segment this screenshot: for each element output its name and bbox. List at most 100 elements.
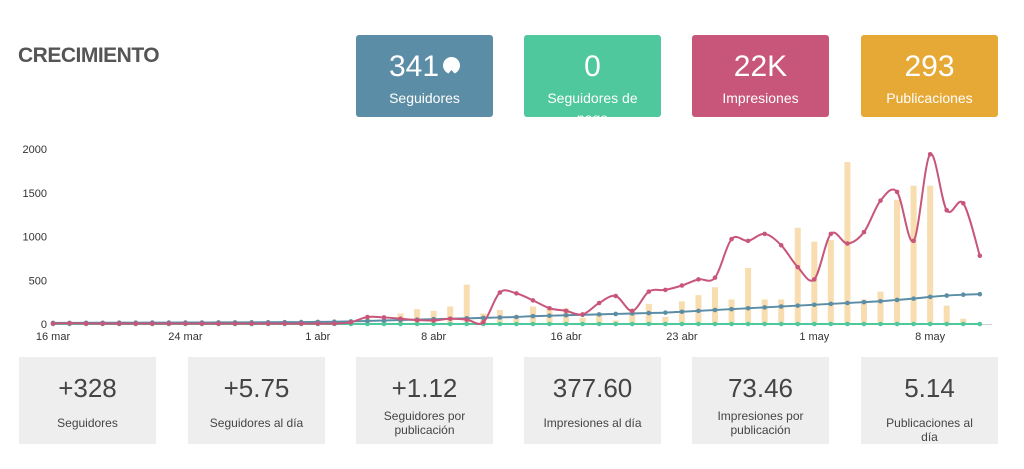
x-tick-label: 1 may [799,331,829,343]
bar-publicaciones [728,299,735,324]
bar-publicaciones [414,309,421,324]
stat-label: Impresiones al día [543,416,642,430]
card-value: 22K [733,50,788,83]
point-impresiones [828,231,834,237]
point-impresiones [332,321,337,326]
stat-seguidores-dia: +5.75 Seguidores al día [188,357,325,444]
point-seguidores [679,309,685,315]
point-impresiones [100,321,105,326]
arrow-up-circle-icon [443,56,461,79]
point-impresiones [133,321,139,326]
card-seguidores[interactable]: 341 Seguidores [356,35,493,117]
bar-publicaciones [778,299,785,324]
point-seguidores [530,313,536,319]
stat-value: +5.75 [223,373,290,403]
point-impresiones [481,319,486,325]
point-seguidores [778,304,784,309]
point-impresiones [232,321,238,326]
card-impresiones[interactable]: 22K Impresiones [692,35,829,117]
point-impresiones [745,238,751,244]
point-seguidores [596,312,602,317]
bar-publicaciones [827,240,834,324]
bar-publicaciones [712,287,718,324]
point-impresiones [960,200,966,206]
point-impresiones [50,321,56,326]
point-seguidores_pago [960,321,966,327]
point-seguidores [481,315,486,321]
x-tick-label: 24 mar [168,331,203,343]
point-seguidores [547,313,552,318]
x-tick-label: 8 may [915,331,945,343]
bar-publicaciones [463,284,470,324]
point-impresiones [894,189,900,195]
point-impresiones [712,275,718,280]
card-value: 293 [904,50,955,83]
point-seguidores [613,311,618,317]
point-seguidores [696,308,701,314]
bar-publicaciones [910,185,917,324]
point-seguidores [894,297,900,303]
y-tick-label: 2000 [23,144,47,156]
point-impresiones [696,277,701,282]
point-seguidores [745,305,751,311]
point-impresiones [514,291,519,296]
point-seguidores_pago [447,321,453,327]
bar-publicaciones [447,306,454,324]
x-tick-label: 23 abr [666,331,698,343]
point-seguidores_pago [580,321,585,327]
point-seguidores_pago [596,321,602,327]
point-seguidores [563,312,569,318]
stat-seguidores-publicacion: +1.12 Seguidores por publicación [356,357,493,444]
card-seguidores-pago[interactable]: 0 Seguidores de pago [524,35,661,126]
point-impresiones [199,321,205,326]
point-seguidores [497,315,503,320]
stat-value: 73.46 [727,373,794,403]
point-seguidores_pago [845,321,850,327]
point-seguidores_pago [530,321,536,327]
point-impresiones [629,308,635,314]
point-impresiones [398,316,403,322]
x-tick-label: 16 mar [36,331,71,343]
card-label: Seguidores de pago [547,90,638,126]
point-seguidores_pago [927,321,933,327]
x-tick-label: 8 abr [421,331,446,343]
point-seguidores_pago [414,321,420,327]
point-seguidores_pago [778,321,784,327]
card-value: 341 [356,50,493,84]
point-seguidores [861,299,867,305]
point-impresiones [596,300,602,306]
point-impresiones [348,319,354,325]
point-seguidores_pago [646,321,652,327]
point-seguidores_pago [894,321,900,327]
stat-impresiones-publicacion: 73.46 Impresiones por publicación [692,357,829,444]
point-impresiones [663,287,668,293]
point-seguidores_pago [812,321,817,327]
point-seguidores [878,298,883,304]
bar-publicaciones [629,309,636,324]
point-seguidores_pago [398,321,403,327]
bar-publicaciones [877,291,884,324]
point-impresiones [845,241,850,246]
point-impresiones [878,198,883,203]
point-seguidores [911,296,916,301]
card-value: 0 [584,50,601,83]
point-seguidores_pago [563,321,569,327]
point-impresiones [911,238,916,244]
point-impresiones [249,321,254,326]
bar-publicaciones [794,227,801,324]
stat-value: +328 [58,373,117,403]
card-publicaciones[interactable]: 293 Publicaciones [861,35,998,117]
point-seguidores [729,306,734,312]
point-impresiones [497,290,503,295]
point-seguidores_pago [679,321,685,327]
point-impresiones [150,321,155,326]
point-seguidores_pago [828,321,834,327]
point-impresiones [530,298,536,303]
point-impresiones [431,318,436,323]
point-seguidores_pago [629,321,635,327]
point-impresiones [563,308,569,314]
stat-label: Seguidores por publicación [383,409,466,437]
point-seguidores [977,291,983,297]
y-tick-label: 0 [41,319,47,331]
point-seguidores [812,302,817,308]
